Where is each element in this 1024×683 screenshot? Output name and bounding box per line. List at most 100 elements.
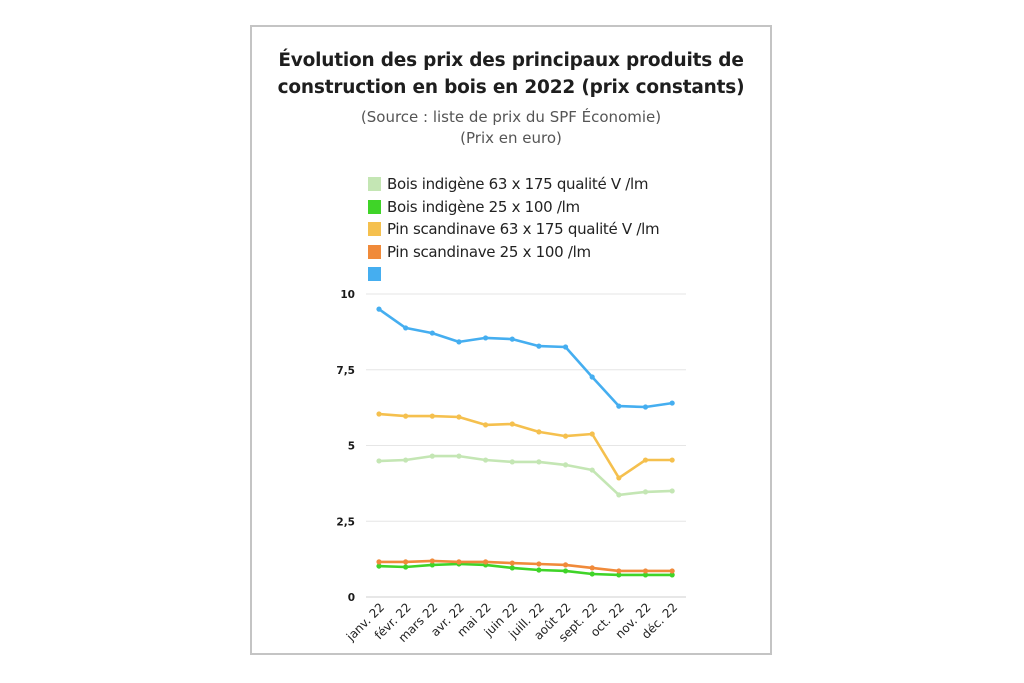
y-tick-label: 5 — [348, 441, 355, 453]
y-tick-label: 10 — [340, 289, 355, 301]
data-point — [536, 459, 542, 465]
data-point — [403, 564, 409, 570]
data-point — [429, 413, 435, 419]
data-point — [509, 560, 515, 566]
chart-card: Évolution des prix des principaux produi… — [250, 25, 772, 655]
data-point — [376, 559, 382, 565]
data-point — [562, 462, 569, 468]
data-point — [669, 568, 675, 574]
data-point — [669, 457, 675, 463]
series-line — [378, 562, 673, 577]
data-point — [536, 343, 542, 349]
chart-title: Évolution des prix des principaux produi… — [252, 47, 770, 101]
series — [376, 558, 675, 574]
legend-label: Pin scandinave 63 x 175 qualité V /lm — [387, 220, 660, 239]
data-point — [536, 429, 542, 435]
data-point — [536, 567, 542, 573]
data-point — [429, 562, 435, 568]
legend-swatch — [368, 177, 381, 192]
data-point — [669, 572, 675, 578]
data-point — [642, 572, 649, 578]
legend-swatch — [368, 222, 381, 237]
data-point — [589, 374, 595, 380]
series-line — [378, 412, 673, 480]
data-point — [456, 453, 462, 459]
data-point — [456, 339, 462, 345]
data-point — [589, 565, 595, 571]
data-point — [376, 458, 382, 464]
data-point — [483, 457, 489, 463]
series-line — [378, 308, 673, 409]
data-point — [429, 453, 435, 459]
series — [376, 306, 675, 410]
series-line — [378, 454, 673, 497]
legend-label: Bois indigène 63 x 175 qualité V /lm — [387, 175, 649, 194]
gridlines — [366, 293, 686, 598]
chart-title-line: construction en bois en 2022 (prix const… — [277, 77, 745, 98]
data-point — [376, 411, 382, 417]
y-tick-label: 0 — [348, 592, 355, 604]
unit-note: (Prix en euro) — [460, 129, 562, 147]
data-point — [616, 572, 622, 578]
data-point — [429, 558, 435, 564]
y-tick-label: 2,5 — [336, 516, 355, 528]
series-line — [379, 559, 673, 573]
series-lines — [376, 306, 675, 578]
data-point — [616, 568, 622, 574]
legend-item: Pin scandinave 25 x 100 /lm — [368, 241, 659, 264]
legend-item — [368, 263, 659, 286]
y-axis: 0 2,5 5 7,5 10 — [336, 289, 355, 604]
data-point — [642, 568, 649, 574]
data-point — [616, 492, 622, 498]
data-point — [642, 489, 649, 495]
data-point — [589, 571, 595, 577]
legend-item: Pin scandinave 63 x 175 qualité V /lm — [368, 218, 660, 241]
legend-swatch — [368, 267, 381, 282]
legend-swatch — [368, 199, 381, 214]
data-point — [509, 459, 515, 465]
data-point — [536, 561, 542, 567]
data-point — [403, 413, 409, 419]
data-point — [509, 336, 515, 342]
data-point — [669, 488, 675, 494]
data-point — [562, 433, 569, 439]
source-note: (Source : liste de prix du SPF Économie) — [360, 108, 662, 126]
data-point — [483, 559, 489, 565]
y-tick-label: 7,5 — [336, 365, 355, 377]
legend-item: Bois indigène 25 x 100 /lm — [368, 196, 659, 219]
legend-label: Bois indigène 25 x 100 /lm — [387, 197, 580, 216]
data-point — [376, 563, 382, 569]
data-point — [669, 400, 675, 406]
data-point — [456, 414, 462, 420]
data-point — [403, 457, 409, 463]
data-point — [562, 562, 569, 568]
series — [376, 453, 675, 498]
series — [376, 411, 675, 481]
data-point — [562, 344, 569, 350]
data-point — [483, 335, 489, 341]
legend-label: Pin scandinave 25 x 100 /lm — [387, 242, 591, 261]
chart-title-line: Évolution des prix des principaux produi… — [278, 50, 744, 71]
data-point — [403, 559, 409, 565]
data-point — [376, 306, 382, 312]
legend: Bois indigène 63 x 175 qualité V /lm Bois… — [368, 173, 660, 286]
data-point — [456, 559, 462, 565]
data-point — [429, 330, 435, 336]
data-point — [509, 421, 515, 427]
data-point — [589, 431, 595, 437]
series — [376, 561, 675, 578]
data-point — [403, 325, 409, 331]
data-point — [509, 565, 515, 571]
legend-swatch — [368, 244, 381, 259]
data-point — [483, 422, 489, 428]
chart-subtitle: (Source : liste de prix du SPF Économie)… — [252, 107, 770, 149]
data-point — [616, 475, 622, 481]
legend-item: Bois indigène 63 x 175 qualité V /lm — [368, 173, 659, 196]
data-point — [562, 568, 569, 574]
data-point — [616, 403, 622, 409]
data-point — [589, 467, 595, 473]
data-point — [642, 404, 649, 410]
data-point — [642, 457, 649, 463]
